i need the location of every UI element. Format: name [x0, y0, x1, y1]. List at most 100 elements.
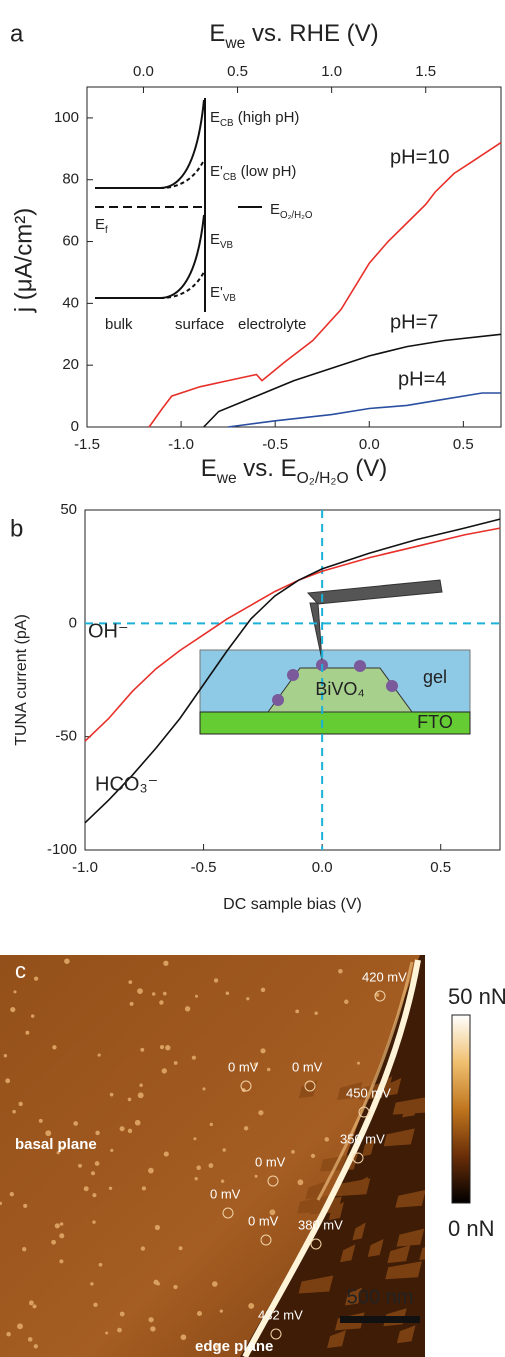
y-tick-label: 20	[62, 356, 79, 373]
inset-label-part: CB	[220, 118, 234, 129]
surface-particle	[148, 1317, 154, 1323]
surface-particle	[151, 992, 156, 996]
scale-bar-label: 500 nm	[347, 1286, 414, 1308]
surface-particle	[119, 1126, 125, 1132]
inset-label: EVB	[210, 231, 233, 251]
colorbar-min: 0 nN	[448, 1216, 494, 1241]
edge-flake	[361, 1138, 376, 1157]
surface-particle	[338, 968, 343, 974]
surface-particle	[194, 994, 199, 998]
surface-particle	[117, 1327, 122, 1333]
surface-particle	[196, 1310, 203, 1317]
surface-particle	[193, 1137, 197, 1141]
x-axis-title: Ewe vs. EO₂/H₂O (V)	[201, 455, 388, 486]
surface-particle	[110, 1148, 114, 1152]
inset-label-part: CB	[223, 172, 237, 183]
edge-flake	[336, 1081, 363, 1100]
site-marker	[358, 1106, 370, 1118]
surface-particle	[212, 1281, 218, 1287]
surface-particle	[266, 1067, 271, 1072]
data-line	[203, 333, 502, 428]
inset-label: Ef	[95, 216, 108, 236]
surface-particle	[90, 1282, 94, 1286]
surface-particle	[127, 1097, 132, 1102]
edge-flake	[327, 1330, 347, 1349]
surface-particle	[159, 1045, 165, 1050]
surface-particle	[119, 1311, 125, 1317]
surface-particle	[45, 1130, 52, 1137]
surface-particle	[220, 1179, 225, 1183]
surface-particle	[178, 1246, 183, 1251]
surface-particle	[52, 1045, 57, 1050]
region-label: basal plane	[15, 1136, 97, 1153]
surface-particle	[260, 987, 266, 993]
series-label: HCO₃⁻	[95, 773, 158, 795]
surface-particle	[109, 1092, 114, 1097]
series-label: pH=10	[390, 146, 450, 168]
x-tick-label: -1.0	[168, 436, 194, 453]
surface-particle	[140, 1047, 145, 1052]
edge-flake	[298, 1275, 334, 1294]
colorbar	[451, 1014, 471, 1204]
inset-label: bulk	[105, 316, 133, 333]
series-label: pH=4	[398, 368, 446, 390]
surface-particle	[297, 1179, 304, 1186]
surface-particle	[248, 1302, 255, 1309]
surface-particle	[108, 1186, 113, 1190]
inset-label-part: bulk	[105, 316, 133, 333]
surface-particle	[10, 1007, 16, 1013]
surface-particle	[0, 1201, 3, 1206]
inset-label-part: E'	[210, 284, 223, 301]
edge-flake	[328, 1202, 345, 1221]
surface-particle	[27, 1337, 33, 1342]
x2-axis-title-part: E	[209, 20, 225, 47]
site-marker	[270, 1328, 282, 1340]
surface-particle	[97, 1053, 101, 1057]
edge-flake	[340, 1244, 356, 1263]
surface-particle	[32, 1304, 37, 1309]
surface-particle	[173, 1284, 178, 1290]
x-axis-title-part: O₂/H₂O	[297, 470, 349, 487]
y-tick-label: 80	[62, 171, 79, 188]
surface-particle	[59, 1222, 64, 1226]
x2-tick-label: 0.0	[133, 63, 154, 80]
inset-label: FTO	[417, 712, 453, 732]
surface-particle	[163, 960, 169, 966]
surface-particle	[141, 1186, 147, 1191]
y-tick-label: 40	[62, 294, 79, 311]
edge-flake	[387, 1245, 411, 1264]
plot-frame-b	[84, 509, 501, 851]
inset-label-part: VB	[220, 240, 233, 251]
inset-label-part: (high pH)	[234, 109, 300, 126]
x-tick-label: 0.5	[453, 436, 474, 453]
y-axis-title: j (μA/cm²)	[10, 208, 37, 313]
panel-label: c	[15, 958, 26, 983]
site-marker	[374, 990, 386, 1002]
potential-label: 432 mV	[258, 1307, 303, 1322]
site-marker	[240, 1080, 252, 1092]
region-label: edge plane	[195, 1338, 273, 1355]
inset-label-part: O₂/H₂O	[280, 210, 313, 221]
x-axis-title-part: we	[216, 470, 237, 487]
inset-label: EO₂/H₂O	[270, 201, 313, 221]
surface-particle	[105, 1331, 109, 1335]
edge-flake	[396, 1325, 416, 1344]
surface-particle	[173, 1061, 178, 1065]
potential-label: 0 mV	[255, 1154, 286, 1169]
surface-particle	[33, 1344, 38, 1349]
x2-axis-title-part: we	[224, 35, 245, 52]
edge-flake	[385, 1077, 402, 1096]
potential-label: 420 mV	[362, 969, 407, 984]
surface-particle	[94, 1161, 100, 1166]
surface-particle	[375, 992, 380, 997]
potential-label: 0 mV	[228, 1059, 259, 1074]
surface-particle	[324, 1137, 330, 1142]
surface-particle	[38, 1118, 43, 1123]
inset-label: electrolyte	[238, 316, 306, 333]
surface-particle	[314, 1011, 318, 1016]
surface-particle	[161, 1068, 167, 1074]
plot-frame-a	[86, 86, 502, 428]
edge-flake	[352, 1222, 366, 1241]
surface-particle	[12, 1109, 16, 1114]
y-tick-label: -50	[55, 728, 77, 745]
